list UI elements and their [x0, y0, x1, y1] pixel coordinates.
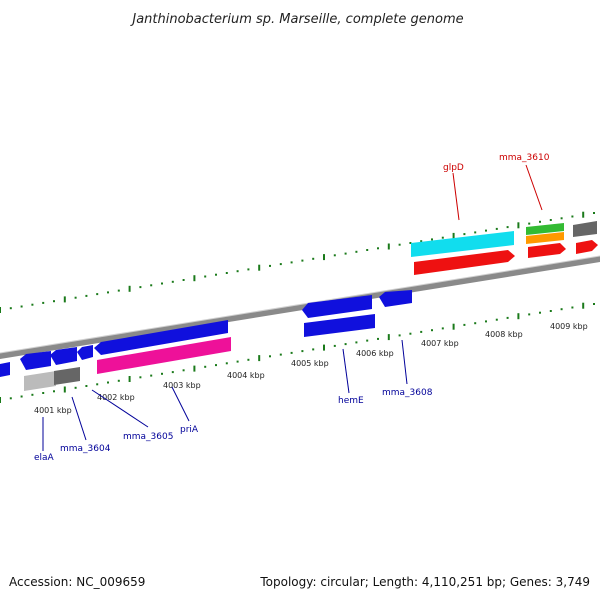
gene-arrow[interactable] — [94, 320, 228, 355]
inner-tick-row — [0, 302, 595, 403]
gene-arrow[interactable] — [302, 295, 372, 318]
gene-arrow[interactable] — [528, 243, 566, 258]
gene-block[interactable] — [526, 223, 564, 235]
gene-label-mma-3608[interactable]: mma_3608 — [382, 388, 433, 398]
gene-arrow[interactable] — [77, 345, 93, 360]
gene-block[interactable] — [24, 371, 56, 391]
ruler-label: 4007 kbp — [421, 339, 459, 348]
genome-backbone — [0, 255, 600, 359]
gene-arrow[interactable] — [379, 290, 412, 307]
ruler-labels: 4001 kbp 4002 kbp 4003 kbp 4004 kbp 4005… — [34, 322, 588, 415]
gene-arrow[interactable] — [20, 351, 51, 370]
gene-arrow[interactable] — [414, 250, 515, 275]
ruler-label: 4006 kbp — [356, 349, 394, 358]
accession-text: Accession: NC_009659 — [9, 575, 145, 589]
gene-block[interactable] — [411, 231, 514, 257]
ruler-label: 4004 kbp — [227, 371, 265, 380]
gene-leaders-red — [452, 164, 543, 221]
gene-arrow[interactable] — [0, 362, 10, 377]
gene-block[interactable] — [573, 221, 597, 237]
gene-label-mma-3605[interactable]: mma_3605 — [123, 432, 173, 442]
gene-block[interactable] — [97, 337, 231, 374]
ruler-label: 4003 kbp — [163, 381, 201, 390]
gene-label-priA[interactable]: priA — [180, 425, 199, 435]
ruler-label: 4001 kbp — [34, 406, 72, 415]
gene-arrow[interactable] — [576, 240, 598, 254]
topology-text: Topology: circular; Length: 4,110,251 bp… — [259, 575, 590, 589]
ruler-label: 4002 kbp — [97, 393, 135, 402]
map-title: Janthinobacterium sp. Marseille, complet… — [129, 12, 463, 27]
gene-label-mma-3610[interactable]: mma_3610 — [499, 153, 550, 163]
gene-block[interactable] — [304, 314, 375, 337]
ruler-label: 4008 kbp — [485, 330, 523, 339]
outer-tick-row — [0, 211, 595, 313]
gene-label-mma-3604[interactable]: mma_3604 — [60, 444, 111, 454]
gene-label-glpD[interactable]: glpD — [443, 163, 464, 173]
gene-arrow[interactable] — [50, 347, 77, 365]
ruler-label: 4009 kbp — [550, 322, 588, 331]
gene-label-elaA[interactable]: elaA — [34, 453, 55, 463]
gene-label-hemE[interactable]: hemE — [338, 396, 364, 406]
gene-block[interactable] — [526, 232, 564, 244]
ruler-label: 4005 kbp — [291, 359, 329, 368]
gene-leaders-blue — [42, 339, 408, 451]
gene-block[interactable] — [54, 367, 80, 385]
